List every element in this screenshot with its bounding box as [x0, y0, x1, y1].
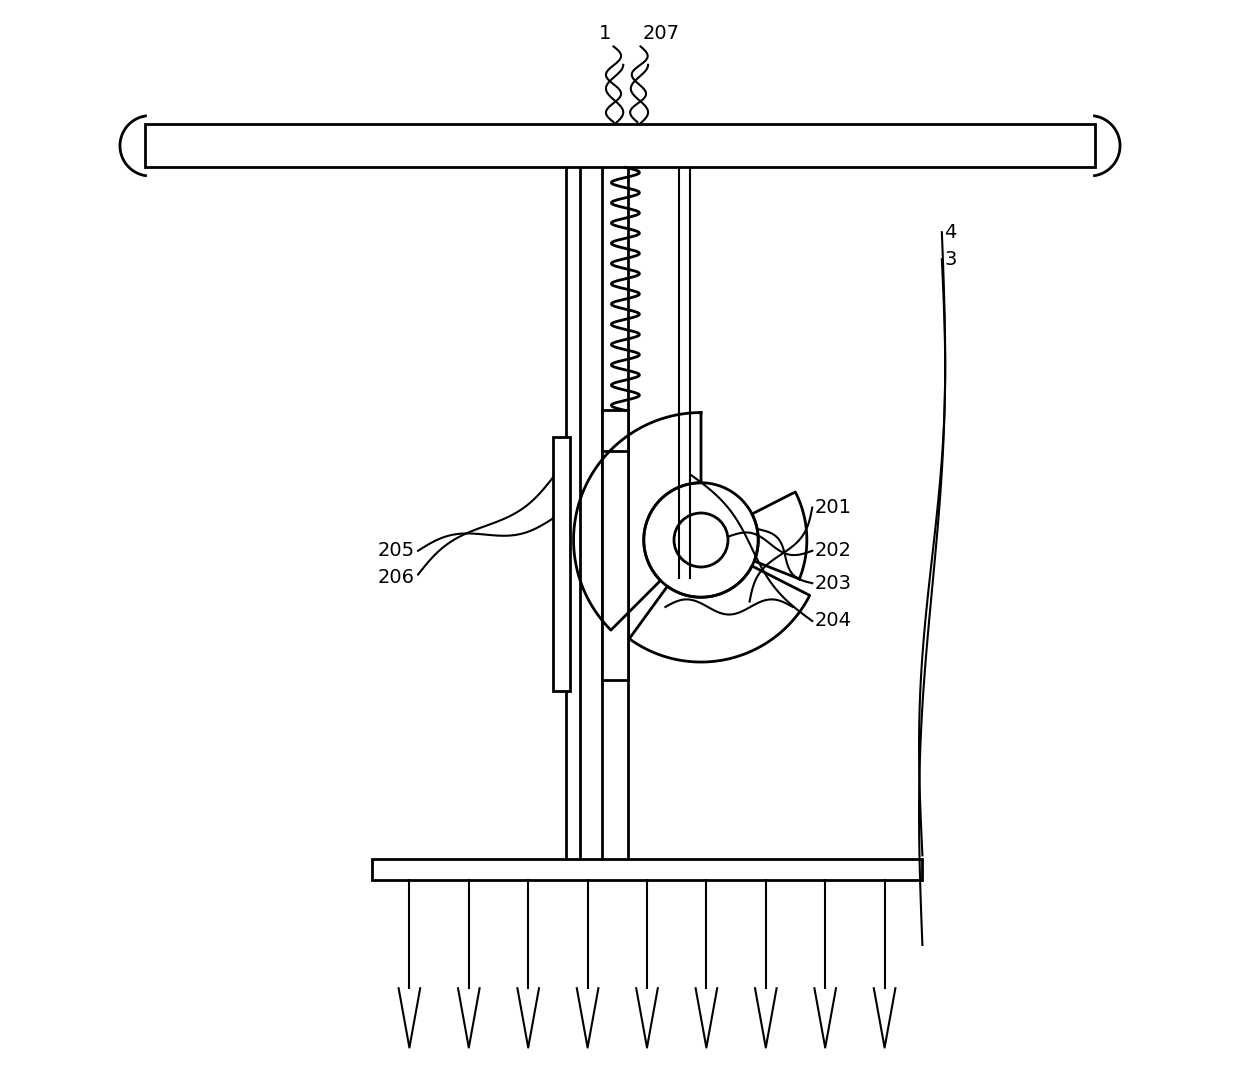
Text: 207: 207	[642, 24, 680, 43]
Text: 4: 4	[944, 222, 956, 242]
Bar	[372, 859, 923, 880]
Text: 1: 1	[599, 24, 611, 43]
Text: 205: 205	[378, 541, 415, 561]
Text: 3: 3	[944, 249, 956, 269]
Text: 201: 201	[815, 498, 852, 517]
Text: 206: 206	[378, 568, 415, 588]
Bar	[553, 437, 570, 691]
Bar	[145, 124, 1095, 167]
Text: 204: 204	[815, 611, 852, 631]
Bar	[601, 410, 627, 680]
Text: 202: 202	[815, 541, 852, 561]
Text: 203: 203	[815, 573, 852, 593]
